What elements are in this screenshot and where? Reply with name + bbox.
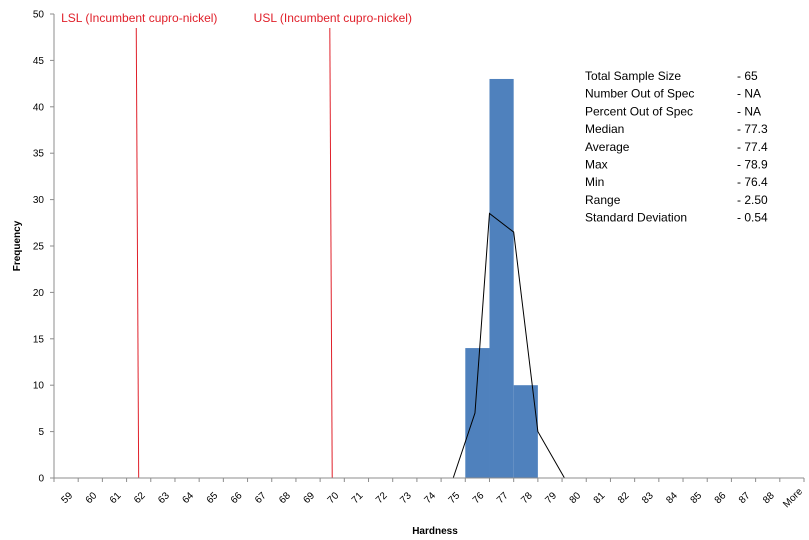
stat-value: - 65 xyxy=(737,69,758,83)
y-tick-label: 20 xyxy=(33,288,45,299)
stat-label: Median xyxy=(585,122,624,136)
stat-value: - 76.4 xyxy=(737,175,768,189)
x-tick-label: More xyxy=(781,486,805,510)
x-tick-label: 68 xyxy=(277,490,293,506)
x-tick-label: 75 xyxy=(447,490,463,506)
normal-curve-line xyxy=(452,212,565,479)
x-tick-label: 82 xyxy=(616,490,632,506)
stat-value: - 77.4 xyxy=(737,140,768,154)
stat-label: Standard Deviation xyxy=(585,211,687,225)
y-tick-label: 45 xyxy=(33,56,45,67)
x-tick-label: 87 xyxy=(737,490,753,506)
x-tick-label: 72 xyxy=(374,490,390,506)
y-tick-label: 25 xyxy=(33,242,45,253)
stat-label: Percent Out of Spec xyxy=(585,104,693,118)
y-ticks-group: 0 5 10 15 20 25 30 35 40 45 50 xyxy=(33,10,54,485)
stat-label: Min xyxy=(585,175,604,189)
x-tick-label: 86 xyxy=(713,490,729,506)
y-tick-label: 10 xyxy=(33,381,45,392)
x-tick-label: 84 xyxy=(664,490,680,506)
x-tick-label: 60 xyxy=(84,490,100,506)
stat-value: - NA xyxy=(737,87,761,101)
stat-value: - NA xyxy=(737,104,761,118)
x-tick-label: 61 xyxy=(108,490,124,506)
x-tick-label: 65 xyxy=(205,490,221,506)
bar xyxy=(489,78,514,479)
stat-label: Number Out of Spec xyxy=(585,87,694,101)
stat-value: - 78.9 xyxy=(737,158,768,172)
y-tick-label: 50 xyxy=(33,10,45,21)
x-tick-label: 80 xyxy=(568,490,584,506)
stat-value: - 2.50 xyxy=(737,193,768,207)
stat-label: Max xyxy=(585,158,608,172)
stat-label: Range xyxy=(585,193,621,207)
x-tick-label: 77 xyxy=(495,490,511,506)
x-tick-label: 81 xyxy=(592,490,608,506)
x-tick-label: 76 xyxy=(471,490,487,506)
bars-group xyxy=(465,78,538,479)
bar xyxy=(465,348,490,478)
y-tick-label: 5 xyxy=(38,427,44,438)
spec-lines-group: LSL (Incumbent cupro-nickel) USL (Incumbe… xyxy=(61,11,412,479)
lsl-line xyxy=(135,27,140,479)
x-tick-label: 78 xyxy=(519,490,535,506)
x-tick-label: 64 xyxy=(180,490,196,506)
x-tick-label: 73 xyxy=(398,490,414,506)
x-tick-label: 67 xyxy=(253,490,269,506)
x-axis-title: Hardness xyxy=(412,526,458,537)
y-tick-label: 15 xyxy=(33,334,45,345)
usl-label: USL (Incumbent cupro-nickel) xyxy=(254,11,412,25)
stats-table: Total Sample Size - 65 Number Out of Spec -… xyxy=(585,69,768,225)
x-tick-label: 71 xyxy=(350,490,366,506)
stat-label: Total Sample Size xyxy=(585,69,681,83)
y-axis-title: Frequency xyxy=(12,220,23,271)
x-tick-label: 63 xyxy=(156,490,172,506)
y-tick-label: 35 xyxy=(33,149,45,160)
x-tick-label: 66 xyxy=(229,490,245,506)
x-tick-label: 83 xyxy=(640,490,656,506)
x-tick-label: 70 xyxy=(326,490,342,506)
y-tick-label: 0 xyxy=(38,474,44,485)
x-tick-label: 79 xyxy=(543,490,559,506)
x-tick-label: 62 xyxy=(132,490,148,506)
y-tick-label: 40 xyxy=(33,102,45,113)
stat-label: Average xyxy=(585,140,630,154)
x-tick-label: 74 xyxy=(422,490,438,506)
stat-value: - 77.3 xyxy=(737,122,768,136)
stat-value: - 0.54 xyxy=(737,211,768,225)
x-tick-label: 59 xyxy=(60,490,76,506)
usl-line xyxy=(329,27,333,479)
x-ticks-group: 59 60 61 62 63 64 65 66 67 68 69 70 71 72 73 74 75 76 77 78… xyxy=(53,478,805,510)
x-tick-label: 69 xyxy=(301,490,317,506)
normal-curve-group xyxy=(452,212,565,479)
x-tick-label: 88 xyxy=(761,490,777,506)
lsl-label: LSL (Incumbent cupro-nickel) xyxy=(61,11,217,25)
y-tick-label: 30 xyxy=(33,195,45,206)
x-tick-label: 85 xyxy=(689,490,705,506)
